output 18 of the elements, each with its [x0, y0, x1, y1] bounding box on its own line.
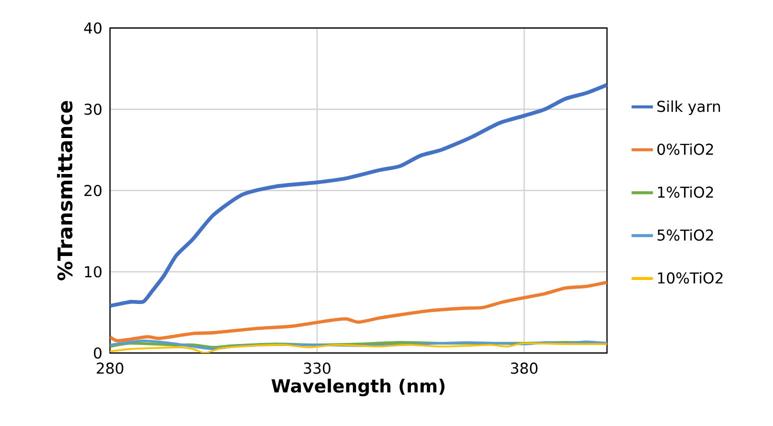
x-tick-label: 380: [511, 362, 538, 374]
y-tick-label: 20: [84, 184, 102, 196]
y-tick-label: 10: [85, 266, 102, 278]
line-series: [110, 82, 608, 308]
x-tick-label: 280: [96, 362, 124, 374]
legend-label: Silk yarn: [657, 100, 720, 115]
x-tick-label: 330: [304, 362, 330, 374]
x-axis-title: Wavelength (nm): [271, 378, 444, 396]
line-series: [110, 342, 608, 353]
y-tick-label: 0: [94, 347, 102, 359]
y-tick-label: 30: [84, 104, 102, 115]
legend-label: 0%TiO2: [657, 143, 713, 155]
y-axis-title: %Transmittance: [57, 100, 73, 280]
legend-label: 5%TiO2: [658, 229, 713, 241]
legend-label: 10%TiO2: [658, 272, 722, 284]
legend-label: 1%TiO2: [658, 186, 713, 198]
line-series: [110, 280, 608, 342]
y-tick-label: 40: [84, 22, 102, 34]
